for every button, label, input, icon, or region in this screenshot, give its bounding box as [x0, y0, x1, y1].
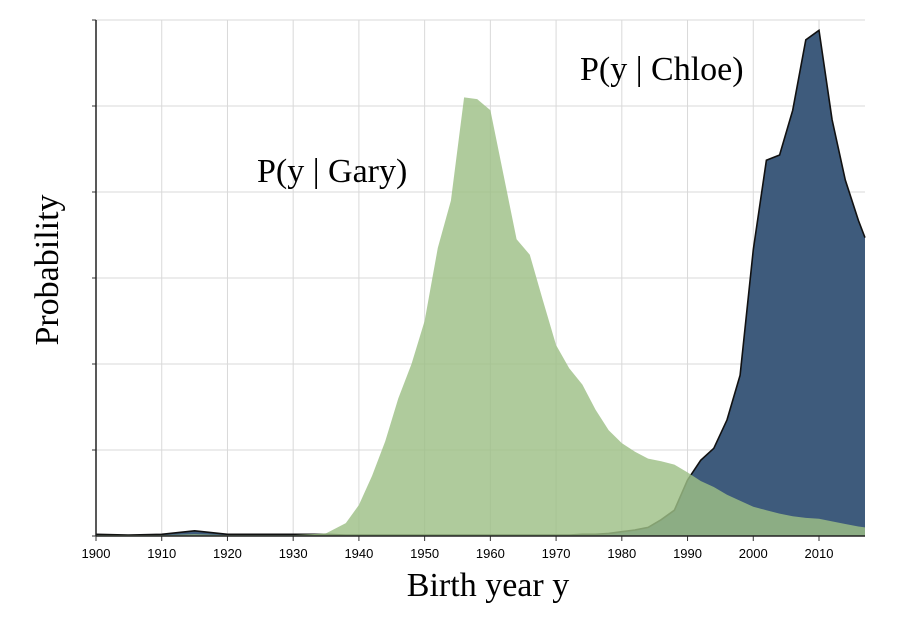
- x-tick-label: 1930: [279, 546, 308, 561]
- x-axis-label: Birth year y: [407, 567, 569, 604]
- annotation: P(y | Gary): [257, 153, 407, 190]
- area-gary: [96, 97, 865, 537]
- x-tick-label: 1960: [476, 546, 505, 561]
- x-tick-label: 1980: [607, 546, 636, 561]
- x-tick-label: 2000: [739, 546, 768, 561]
- annotation: P(y | Chloe): [580, 51, 744, 88]
- y-axis-label: Probability: [29, 194, 66, 345]
- x-tick-label: 1900: [82, 546, 111, 561]
- x-tick-label: 1920: [213, 546, 242, 561]
- x-tick-label: 1990: [673, 546, 702, 561]
- x-tick-label: 1970: [542, 546, 571, 561]
- area-chloe: [96, 30, 865, 537]
- x-tick-label: 1940: [344, 546, 373, 561]
- x-tick-label: 2010: [805, 546, 834, 561]
- x-tick-label: 1910: [147, 546, 176, 561]
- x-tick-label: 1950: [410, 546, 439, 561]
